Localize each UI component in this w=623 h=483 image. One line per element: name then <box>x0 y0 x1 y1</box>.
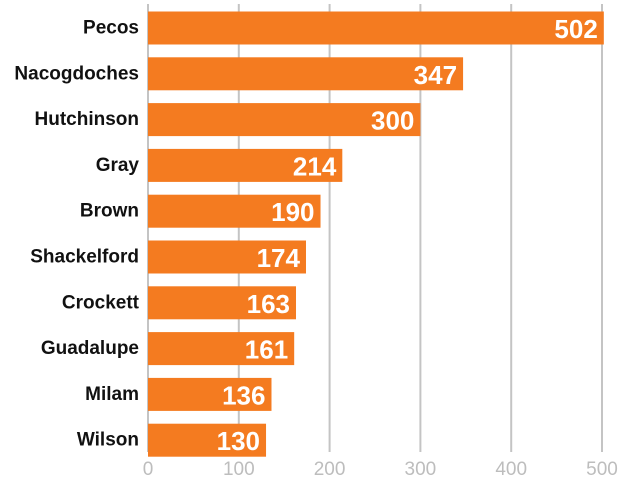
category-label-guadalupe: Guadalupe <box>41 338 139 359</box>
x-tick-label-300: 300 <box>405 459 437 480</box>
category-label-crockett: Crockett <box>62 292 140 313</box>
value-label-wilson: 130 <box>217 426 260 456</box>
bar-nacogdoches <box>148 57 464 91</box>
x-tick-label-0: 0 <box>143 459 154 480</box>
category-label-brown: Brown <box>80 201 139 222</box>
bar-wilson <box>148 423 267 457</box>
value-label-crockett: 163 <box>247 289 290 319</box>
value-label-hutchinson: 300 <box>371 106 414 136</box>
bar-pecos <box>148 11 604 45</box>
value-label-milam: 136 <box>222 380 265 410</box>
category-label-shackelford: Shackelford <box>30 247 139 268</box>
bar-guadalupe <box>148 332 295 366</box>
category-label-milam: Milam <box>85 384 139 405</box>
category-label-wilson: Wilson <box>77 430 139 451</box>
bar-hutchinson <box>148 103 421 137</box>
value-label-brown: 190 <box>271 197 314 227</box>
value-label-gray: 214 <box>293 151 337 181</box>
category-label-hutchinson: Hutchinson <box>35 109 140 130</box>
bars <box>148 11 604 457</box>
value-label-shackelford: 174 <box>257 243 301 273</box>
x-tick-label-200: 200 <box>314 459 346 480</box>
x-tick-label-500: 500 <box>586 459 618 480</box>
x-tick-label-400: 400 <box>495 459 527 480</box>
x-axis-tick-labels: 0 100 200 300 400 500 <box>143 459 618 480</box>
category-label-pecos: Pecos <box>83 18 139 39</box>
value-label-nacogdoches: 347 <box>414 60 457 90</box>
bar-brown <box>148 194 321 228</box>
category-label-nacogdoches: Nacogdoches <box>14 63 139 84</box>
value-label-guadalupe: 161 <box>245 335 288 365</box>
category-labels: Pecos Nacogdoches Hutchinson Gray Brown Shack… <box>14 18 139 451</box>
x-tick-label-100: 100 <box>223 459 255 480</box>
bar-milam <box>148 377 272 411</box>
value-label-pecos: 502 <box>554 14 597 44</box>
bar-crockett <box>148 286 297 320</box>
bar-shackelford <box>148 240 306 274</box>
bar-gray <box>148 148 343 182</box>
category-label-gray: Gray <box>96 155 140 176</box>
